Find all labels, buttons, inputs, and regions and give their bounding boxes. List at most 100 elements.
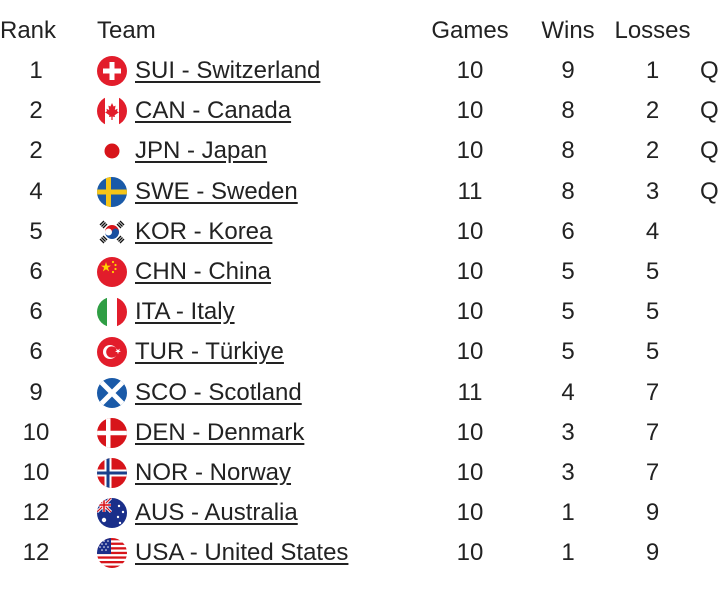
losses-cell: 7 [645,418,660,446]
games-cell: 10 [456,539,484,567]
qualification-cell: Q [700,97,719,125]
italy-flag-icon [97,297,127,328]
wins-cell: 6 [561,217,575,245]
header-games: Games [431,17,509,44]
team-cell: USA - United States [135,533,348,573]
games-cell: 10 [456,418,484,446]
korea-flag-icon [97,216,127,247]
games-cell: 11 [457,177,483,205]
table-row: 4 SWE - Sweden 11 8 3 Q [0,172,720,212]
table-row: 9 SCO - Scotland 11 4 7 [0,373,720,413]
team-cell: SCO - Scotland [135,373,302,413]
japan-flag-icon [97,136,127,167]
team-cell: ITA - Italy [135,292,235,332]
team-cell: SUI - Switzerland [135,51,320,91]
table-row: 5 KOR - Korea 10 6 4 [0,212,720,252]
qualification-cell [700,292,720,332]
games-cell: 10 [456,97,484,125]
wins-cell: 5 [561,258,575,285]
team-link[interactable]: ITA - Italy [135,298,235,326]
wins-cell: 1 [561,539,575,567]
losses-cell: 9 [645,499,660,527]
rank-cell: 4 [29,177,43,205]
rank-cell: 6 [29,338,43,366]
team-link[interactable]: AUS - Australia [135,499,298,527]
wins-cell: 3 [561,418,575,446]
scotland-flag-icon [97,377,127,408]
header-losses: Losses [614,17,691,44]
team-link[interactable]: CHN - China [135,258,272,285]
qualification-cell [700,453,720,493]
team-cell: NOR - Norway [135,453,291,493]
team-link[interactable]: CAN - Canada [135,97,292,125]
denmark-flag-icon [97,417,127,448]
games-cell: 10 [456,258,484,285]
team-link[interactable]: SWE - Sweden [135,177,298,205]
table-row: 12 AUS - Australia 10 1 9 [0,493,720,533]
switzerland-flag-icon [97,56,127,86]
wins-cell: 9 [561,57,575,84]
wins-cell: 4 [561,378,575,406]
qualification-cell [700,212,720,252]
wins-cell: 5 [561,338,575,366]
rank-cell: 5 [29,217,43,245]
team-link[interactable]: USA - United States [135,539,349,567]
team-link[interactable]: SUI - Switzerland [135,57,321,84]
wins-cell: 5 [561,298,575,326]
rank-cell: 10 [22,459,50,486]
rank-cell: 2 [29,97,43,125]
qualification-cell: Q [700,137,719,165]
rank-cell: 9 [29,378,43,406]
team-cell: CHN - China [135,252,271,292]
losses-cell: 1 [645,57,660,84]
canada-flag-icon [97,96,127,127]
table-row: 1 SUI - Switzerland 10 9 1 Q [0,51,720,91]
losses-cell: 9 [645,539,660,567]
china-flag-icon [97,257,127,287]
rank-cell: 1 [29,57,43,84]
qualification-cell [700,332,720,372]
team-cell: SWE - Sweden [135,172,298,212]
rank-cell: 12 [22,539,50,567]
wins-cell: 3 [561,459,575,486]
rank-cell: 2 [29,137,43,165]
team-link[interactable]: TUR - Türkiye [135,338,284,366]
wins-cell: 8 [561,177,575,205]
table-row: 6 ITA - Italy 10 5 5 [0,292,720,332]
header-team: Team [97,17,156,44]
qualification-cell: Q [700,177,719,205]
qualification-cell: Q [700,57,719,84]
header-rank: Rank [0,17,57,44]
team-cell: CAN - Canada [135,91,291,131]
losses-cell: 7 [645,459,660,486]
table-row: 2 CAN - Canada 10 8 2 Q [0,91,720,131]
team-cell: JPN - Japan [135,131,267,171]
rank-cell: 10 [22,418,50,446]
losses-cell: 2 [645,97,660,125]
norway-flag-icon [97,458,127,488]
games-cell: 10 [456,298,484,326]
team-cell: TUR - Türkiye [135,332,284,372]
qualification-cell [700,373,720,413]
team-link[interactable]: NOR - Norway [135,459,292,486]
team-cell: KOR - Korea [135,212,272,252]
team-cell: AUS - Australia [135,493,298,533]
turkiye-flag-icon [97,337,127,368]
losses-cell: 5 [645,338,660,366]
team-link[interactable]: KOR - Korea [135,217,273,245]
table-row: 10 NOR - Norway 10 3 7 [0,453,720,493]
rank-cell: 12 [22,499,50,527]
losses-cell: 2 [645,137,660,165]
games-cell: 10 [456,137,484,165]
losses-cell: 7 [645,378,660,406]
team-cell: DEN - Denmark [135,413,304,453]
losses-cell: 4 [645,217,660,245]
team-link[interactable]: SCO - Scotland [135,378,302,406]
losses-cell: 5 [645,298,660,326]
table-row: 6 TUR - Türkiye 10 5 5 [0,332,720,372]
team-link[interactable]: DEN - Denmark [135,418,305,446]
losses-cell: 5 [645,258,660,285]
header-row: Rank Team Games Wins Losses [0,11,720,51]
team-link[interactable]: JPN - Japan [135,137,268,165]
